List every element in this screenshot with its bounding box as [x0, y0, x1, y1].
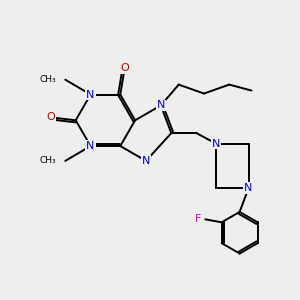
Text: F: F — [194, 214, 201, 224]
Text: O: O — [46, 112, 55, 122]
Text: N: N — [86, 89, 95, 100]
Text: N: N — [157, 100, 165, 110]
Text: O: O — [120, 63, 129, 73]
Text: N: N — [212, 139, 220, 148]
Text: CH₃: CH₃ — [40, 75, 56, 84]
Text: N: N — [86, 141, 95, 151]
Text: CH₃: CH₃ — [40, 156, 56, 165]
Text: N: N — [244, 183, 253, 193]
Text: N: N — [142, 156, 150, 166]
